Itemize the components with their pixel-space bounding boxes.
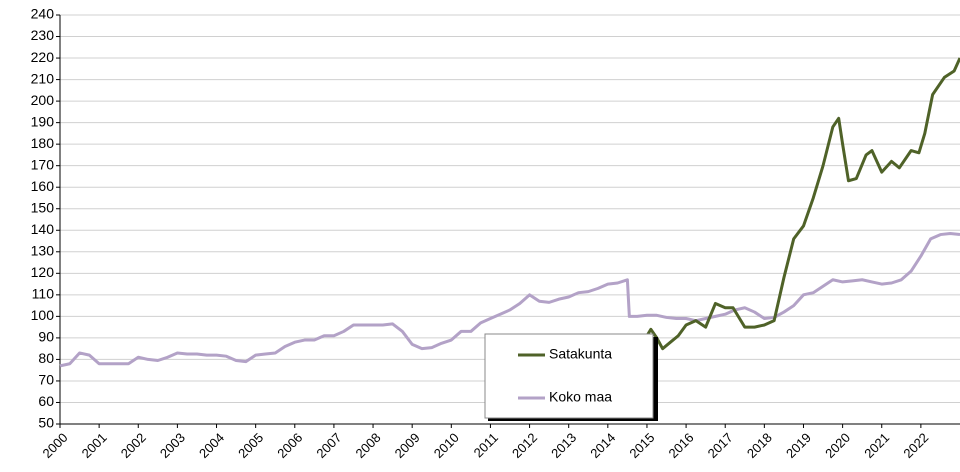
y-tick-label: 220 bbox=[31, 49, 55, 65]
y-tick-label: 60 bbox=[38, 393, 54, 409]
x-tick-label: 2000 bbox=[39, 430, 70, 461]
x-tick-label: 2002 bbox=[118, 430, 149, 461]
y-tick-label: 70 bbox=[38, 372, 54, 388]
x-tick-label: 2012 bbox=[509, 430, 540, 461]
y-tick-label: 210 bbox=[31, 70, 55, 86]
x-tick-label: 2009 bbox=[392, 430, 423, 461]
x-tick-label: 2020 bbox=[822, 430, 853, 461]
y-tick-label: 120 bbox=[31, 264, 55, 280]
y-tick-label: 200 bbox=[31, 92, 55, 108]
y-tick-label: 50 bbox=[38, 415, 54, 431]
y-tick-label: 100 bbox=[31, 307, 55, 323]
y-tick-label: 130 bbox=[31, 242, 55, 258]
x-tick-label: 2004 bbox=[196, 430, 227, 461]
y-tick-label: 230 bbox=[31, 27, 55, 43]
series-line bbox=[59, 231, 960, 368]
y-tick-label: 190 bbox=[31, 113, 55, 129]
x-tick-label: 2008 bbox=[353, 430, 384, 461]
x-tick-label: 2013 bbox=[548, 430, 579, 461]
y-tick-label: 240 bbox=[31, 6, 55, 22]
x-tick-label: 2022 bbox=[900, 430, 931, 461]
legend-box bbox=[484, 333, 654, 419]
x-tick-label: 2017 bbox=[705, 430, 736, 461]
y-tick-label: 110 bbox=[32, 286, 55, 302]
x-tick-label: 2011 bbox=[471, 430, 501, 460]
x-tick-label: 2001 bbox=[79, 430, 110, 461]
x-tick-label: 2015 bbox=[626, 430, 657, 461]
x-tick-label: 2006 bbox=[274, 430, 305, 461]
y-tick-label: 170 bbox=[31, 156, 55, 172]
legend: Satakunta Koko maa bbox=[484, 333, 658, 421]
y-tick-label: 90 bbox=[38, 329, 54, 345]
y-tick-label: 160 bbox=[31, 178, 55, 194]
y-tick-label: 140 bbox=[31, 221, 55, 237]
legend-label: Koko maa bbox=[549, 389, 612, 405]
x-tick-label: 2010 bbox=[431, 430, 462, 461]
y-tick-label: 80 bbox=[38, 350, 54, 366]
x-tick-label: 2019 bbox=[783, 430, 814, 461]
x-tick-label: 2014 bbox=[587, 430, 618, 461]
x-tick-label: 2007 bbox=[313, 430, 344, 461]
y-tick-label: 150 bbox=[31, 199, 55, 215]
legend-label: Satakunta bbox=[549, 346, 612, 362]
x-tick-label: 2016 bbox=[666, 430, 697, 461]
series-line bbox=[645, 57, 960, 351]
x-tick-label: 2005 bbox=[235, 430, 266, 461]
x-tick-label: 2021 bbox=[861, 430, 892, 461]
y-tick-label: 180 bbox=[31, 135, 55, 151]
x-tick-label: 2003 bbox=[157, 430, 188, 461]
x-tick-label: 2018 bbox=[744, 430, 775, 461]
